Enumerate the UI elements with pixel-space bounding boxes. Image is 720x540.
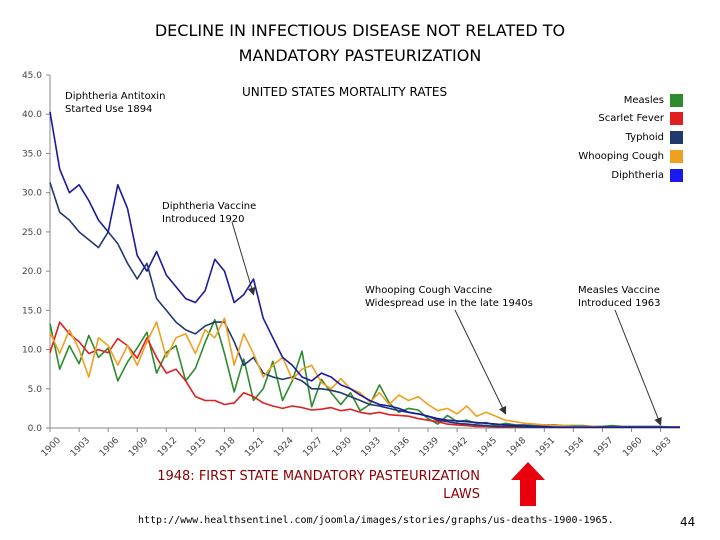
- x-tick-label: 1954: [563, 436, 586, 459]
- legend-swatch: [670, 149, 683, 163]
- law-line1: 1948: FIRST STATE MANDATORY PASTEURIZATI…: [157, 469, 480, 484]
- law-line2: LAWS: [443, 487, 480, 502]
- legend-item-scarlet-fever: Scarlet Fever: [598, 111, 683, 125]
- annotation-arrow: [614, 309, 662, 426]
- legend-swatch: [670, 168, 683, 182]
- legend-label: Measles: [623, 94, 664, 106]
- x-tick-label: 1963: [650, 436, 673, 459]
- y-tick-label: 20.0: [22, 267, 42, 277]
- y-tick-label: 45.0: [22, 71, 42, 81]
- x-tick-label: 1948: [505, 436, 528, 459]
- legend-swatch: [670, 111, 683, 125]
- legend-label: Typhoid: [625, 131, 664, 143]
- page-number: 44: [680, 515, 696, 529]
- series-line-scarlet-fever: [49, 321, 680, 429]
- y-tick-label: 40.0: [22, 110, 42, 120]
- x-tick-label: 1921: [243, 436, 266, 459]
- x-tick-label: 1951: [534, 436, 557, 459]
- x-tick-label: 1930: [331, 436, 354, 459]
- x-tick-label: 1936: [389, 436, 412, 459]
- y-tick-label: 5.0: [28, 385, 43, 395]
- slide-title-line1: DECLINE IN INFECTIOUS DISEASE NOT RELATE…: [154, 21, 566, 40]
- x-tick-label: 1912: [156, 436, 179, 459]
- series-line-measles: [49, 318, 680, 429]
- x-tick-label: 1915: [185, 436, 208, 459]
- annotation-measles-vaccine: Measles Vaccine Introduced 1963: [578, 285, 661, 309]
- legend-swatch: [670, 130, 683, 144]
- slide-title: DECLINE IN INFECTIOUS DISEASE NOT RELATE…: [0, 18, 720, 68]
- legend-swatch: [670, 93, 683, 107]
- x-tick-label: 1903: [69, 436, 92, 459]
- x-tick-label: 1900: [40, 436, 63, 459]
- legend-item-whooping-cough: Whooping Cough: [578, 149, 683, 163]
- annotation-diphtheria-antitoxin: Diphtheria Antitoxin Started Use 1894: [65, 91, 166, 115]
- legend-item-measles: Measles: [624, 93, 683, 107]
- x-tick-label: 1909: [127, 436, 150, 459]
- x-tick-label: 1927: [301, 436, 324, 459]
- y-tick-label: 10.0: [22, 346, 42, 356]
- x-tick-label: 1957: [592, 436, 615, 459]
- x-tick-label: 1945: [476, 436, 499, 459]
- annotation-diphtheria-vaccine: Diphtheria Vaccine Introduced 1920: [162, 201, 257, 225]
- pasteurization-law-caption: 1948: FIRST STATE MANDATORY PASTEURIZATI…: [130, 468, 480, 504]
- x-tick-label: 1918: [214, 436, 237, 459]
- annotation-arrow: [454, 309, 507, 415]
- x-tick-label: 1906: [98, 436, 121, 459]
- slide-title-line2: MANDATORY PASTEURIZATION: [238, 46, 482, 65]
- legend-item-typhoid: Typhoid: [626, 130, 683, 144]
- chart-subtitle: UNITED STATES MORTALITY RATES: [242, 85, 448, 99]
- x-tick-label: 1924: [272, 436, 295, 459]
- x-tick-label: 1942: [447, 436, 470, 459]
- annotation-arrow: [231, 221, 256, 296]
- x-tick-label: 1933: [360, 436, 383, 459]
- x-tick-label: 1960: [621, 436, 644, 459]
- series-line-whooping-cough: [49, 317, 680, 429]
- y-tick-label: 35.0: [22, 149, 42, 159]
- x-tick-label: 1939: [418, 436, 441, 459]
- y-tick-label: 0.0: [28, 424, 43, 434]
- y-tick-label: 25.0: [22, 228, 42, 238]
- legend-item-diphtheria: Diphtheria: [611, 168, 683, 182]
- legend-label: Diphtheria: [611, 169, 664, 181]
- annotation-whooping-cough-vaccine: Whooping Cough Vaccine Widespread use in…: [365, 285, 533, 309]
- legend-label: Whooping Cough: [578, 150, 664, 162]
- y-tick-label: 15.0: [22, 306, 42, 316]
- source-url[interactable]: http://www.healthsentinel.com/joomla/ima…: [138, 515, 614, 526]
- pasteurization-arrow: [511, 462, 545, 506]
- y-tick-label: 30.0: [22, 189, 42, 199]
- legend-label: Scarlet Fever: [598, 112, 664, 124]
- series-line-diphtheria: [49, 111, 680, 429]
